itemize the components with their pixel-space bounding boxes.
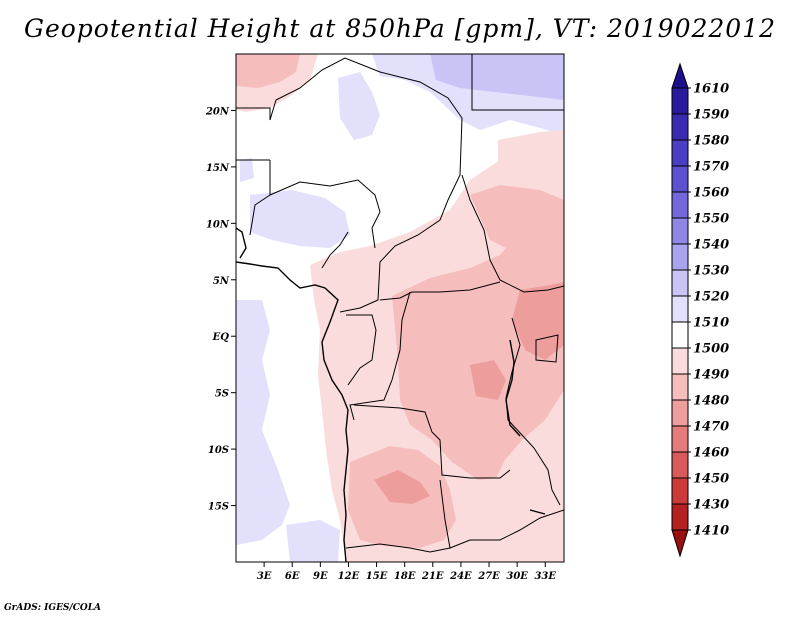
border-west-1 [236, 159, 271, 236]
field-1480-angola [374, 470, 430, 504]
colorbar-segment [671, 347, 689, 375]
colorbar-label: 1580 [693, 134, 729, 149]
lat-tick-label: 15N [206, 163, 230, 174]
border-car [379, 281, 501, 301]
colorbar-segment [671, 269, 689, 297]
field-1500-northeast [498, 130, 564, 175]
field-1480-congo-basin [470, 360, 506, 400]
colorbar-label: 1590 [693, 108, 729, 123]
border-sudan [461, 174, 564, 293]
lon-tick-label: 24E [449, 571, 472, 582]
colorbar-segment [671, 373, 689, 401]
lon-tick-label: 30E [506, 571, 528, 582]
map-lines [236, 54, 564, 562]
colorbar-segment [671, 321, 689, 349]
colorbar-segment [671, 295, 689, 323]
grads-credit: GrADS: IGES/COLA [4, 603, 102, 613]
border-niger-nigeria [269, 179, 381, 249]
colorbar-label: 1470 [693, 420, 729, 435]
lon-tick-label: 15E [366, 571, 388, 582]
atlantic-coastline [236, 261, 349, 562]
field-1520-southwest [286, 520, 340, 562]
lon-tick-label: 18E [394, 571, 416, 582]
colorbar-label: 1520 [693, 290, 729, 305]
colorbar-label: 1540 [693, 238, 729, 253]
colorbar-segment [671, 243, 689, 271]
border-congo-drc [349, 291, 411, 421]
lon-tick-label: 12E [338, 571, 360, 582]
lat-tick-label: EQ [212, 332, 230, 343]
colorbar-label: 1570 [693, 160, 729, 175]
colorbar: 1610 1590 1580 1570 1560 1550 1540 1530 1520 1510… [671, 62, 729, 558]
colorbar-label: 1410 [693, 524, 729, 539]
field-1480-great-lakes [512, 282, 564, 360]
colorbar-segment [671, 399, 689, 427]
lon-tick-label: 33E [534, 571, 556, 582]
lon-tick-label: 6E [285, 571, 300, 582]
colorbar-label: 1430 [693, 498, 729, 513]
colorbar-top-arrow [671, 62, 689, 89]
lat-tick-label: 5S [215, 389, 229, 400]
colorbar-segment [671, 451, 689, 479]
colorbar-label: 1510 [693, 316, 729, 331]
colorbar-label: 1450 [693, 472, 729, 487]
field-1490-congo [392, 215, 564, 480]
lon-tick-label: 3E [257, 571, 272, 582]
lon-tick-label: 9E [313, 571, 328, 582]
colorbar-segment [671, 425, 689, 453]
height-field [236, 54, 564, 562]
colorbar-label: 1560 [693, 186, 729, 201]
colorbar-label: 1490 [693, 368, 729, 383]
colorbar-bottom-arrow [671, 529, 689, 558]
lon-tick-label: 21E [421, 571, 444, 582]
border-gabon-congo [346, 314, 377, 386]
border-sahel [236, 57, 463, 313]
longitude-axis: 3E 6E 9E 12E 15E 18E 21E 24E 27E 30E 33E [257, 562, 556, 582]
field-1520-west-africa [250, 190, 350, 248]
field-1490-sudan [470, 185, 564, 255]
colorbar-segment [671, 503, 689, 531]
colorbar-segment [671, 191, 689, 219]
lat-tick-label: 15S [208, 502, 229, 513]
border-libya-egypt [471, 54, 564, 111]
border-namibia [345, 543, 451, 553]
rift-lakes [505, 339, 521, 437]
colorbar-label: 1550 [693, 212, 729, 227]
field-1530-north [430, 54, 564, 100]
coastline-west [236, 227, 247, 259]
latitude-axis: 20N 15N 10N 5N EQ 5S 10S 15S [205, 106, 236, 513]
border-nigeria-cameroon [321, 231, 349, 269]
figure-title: Geopotential Height at 850hPa [gpm], VT:… [23, 14, 777, 43]
colorbar-label: 1610 [693, 82, 729, 97]
field-1490-northwest [236, 54, 300, 88]
colorbar-segment [671, 113, 689, 141]
coastline-lake [529, 509, 546, 515]
field-1520-coast [240, 158, 254, 182]
map-frame [235, 53, 565, 563]
colorbar-segment [671, 477, 689, 505]
lat-tick-label: 20N [205, 106, 230, 117]
lat-tick-label: 5N [213, 276, 230, 287]
lon-tick-label: 27E [477, 571, 500, 582]
colorbar-segment [671, 87, 689, 115]
colorbar-label: 1500 [693, 342, 729, 357]
lat-tick-label: 10S [208, 445, 229, 456]
colorbar-segment [671, 139, 689, 167]
border-lake-victoria [535, 334, 559, 363]
colorbar-segment [671, 165, 689, 193]
field-1520-atlantic [236, 300, 290, 545]
lat-tick-label: 10N [206, 219, 230, 230]
colorbar-segment [671, 217, 689, 245]
colorbar-label: 1530 [693, 264, 729, 279]
border-southern [439, 479, 564, 549]
colorbar-label: 1460 [693, 446, 729, 461]
colorbar-label: 1480 [693, 394, 729, 409]
field-1520-sahara [338, 72, 380, 140]
border-angola-drc [353, 404, 511, 479]
border-great-lakes [505, 317, 561, 506]
